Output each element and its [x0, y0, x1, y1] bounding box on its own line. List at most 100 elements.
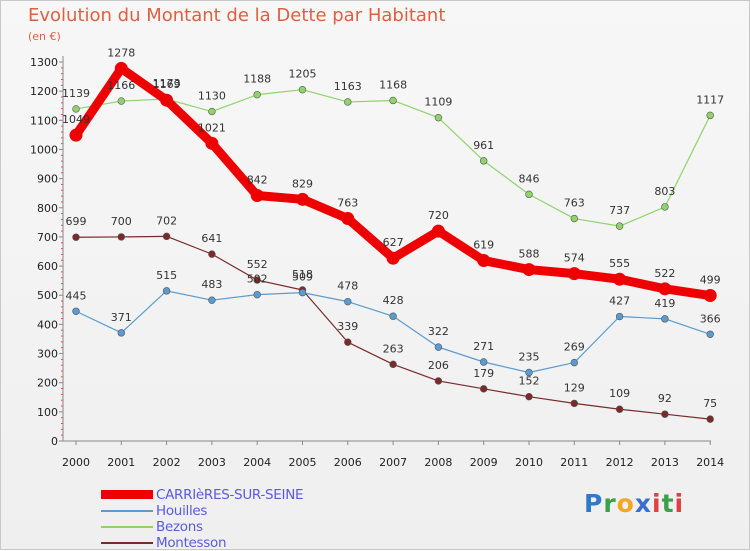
data-label-montesson: 263	[383, 342, 404, 355]
data-point-houilles	[389, 312, 397, 320]
data-label-houilles: 515	[156, 269, 177, 282]
data-label-carri-res-sur-seine: 574	[564, 252, 585, 265]
legend-label: Montesson	[156, 535, 227, 551]
x-tick-label: 2005	[289, 456, 317, 469]
data-label-houilles: 371	[111, 311, 132, 324]
x-tick-label: 2006	[334, 456, 362, 469]
data-label-carri-res-sur-seine: 1278	[107, 46, 135, 59]
x-tick-label: 2002	[153, 456, 181, 469]
data-label-bezons: 1173	[153, 77, 181, 90]
data-point-bezons	[253, 90, 261, 99]
data-label-houilles: 322	[428, 325, 449, 338]
data-label-houilles: 502	[247, 273, 268, 286]
data-label-montesson: 206	[428, 359, 449, 372]
chart-title: Evolution du Montant de la Dette par Hab…	[28, 5, 446, 26]
data-point-carri-res-sur-seine	[613, 272, 627, 286]
x-tick-label: 2003	[198, 456, 226, 469]
data-label-carri-res-sur-seine: 619	[473, 239, 494, 252]
data-label-bezons: 763	[564, 197, 585, 210]
data-point-montesson	[208, 250, 216, 258]
x-tick-label: 2009	[470, 456, 498, 469]
data-point-montesson	[117, 233, 126, 241]
data-label-houilles: 445	[66, 289, 87, 302]
data-label-bezons: 1117	[696, 93, 724, 106]
data-label-bezons: 846	[519, 172, 540, 185]
y-tick-label: 400	[37, 318, 58, 331]
data-label-carri-res-sur-seine: 499	[700, 274, 721, 287]
x-tick-label: 2014	[696, 456, 724, 469]
data-point-carri-res-sur-seine	[296, 192, 309, 206]
data-point-montesson	[480, 385, 488, 393]
x-tick-label: 2013	[651, 456, 679, 469]
data-label-carri-res-sur-seine: 842	[247, 174, 268, 187]
data-point-montesson	[615, 405, 624, 413]
data-point-montesson	[162, 232, 171, 241]
data-label-bezons: 1188	[243, 73, 271, 86]
data-point-carri-res-sur-seine	[703, 289, 717, 303]
y-tick-label: 900	[37, 173, 58, 186]
data-point-montesson	[661, 410, 669, 418]
data-point-carri-res-sur-seine	[69, 128, 83, 142]
data-label-bezons: 1205	[289, 68, 317, 81]
data-label-montesson: 92	[658, 392, 672, 405]
axes: 0 100 200 300 400 500 600 700 800 900 1000 1100 1200…	[30, 56, 724, 469]
logo-letter: r	[603, 489, 617, 518]
data-label-bezons: 961	[473, 139, 494, 152]
data-label-carri-res-sur-seine: 627	[383, 236, 404, 249]
data-point-bezons	[706, 111, 714, 120]
data-label-carri-res-sur-seine: 1049	[62, 113, 90, 126]
y-tick-label: 1000	[30, 143, 58, 156]
data-label-houilles: 269	[564, 341, 585, 354]
data-point-bezons	[389, 96, 397, 105]
data-label-houilles: 366	[700, 312, 721, 325]
logo-letter: x	[634, 489, 652, 518]
data-point-bezons	[208, 107, 216, 116]
data-point-bezons	[72, 105, 80, 113]
logo-letter: P	[584, 489, 604, 518]
data-label-montesson: 700	[111, 215, 132, 228]
data-point-houilles	[344, 297, 352, 306]
y-tick-label: 800	[37, 202, 58, 215]
legend-swatch	[101, 490, 153, 499]
data-label-carri-res-sur-seine: 1021	[198, 121, 226, 134]
series-layer	[69, 61, 717, 423]
logo-letter: t	[661, 489, 675, 518]
data-point-houilles	[570, 358, 578, 367]
data-point-carri-res-sur-seine	[522, 263, 536, 277]
data-label-bezons: 1139	[62, 87, 90, 100]
data-point-houilles	[253, 290, 261, 299]
data-point-houilles	[615, 312, 624, 321]
data-label-houilles: 428	[383, 294, 404, 307]
data-point-carri-res-sur-seine	[477, 254, 491, 268]
data-point-montesson	[72, 233, 80, 241]
data-label-carri-res-sur-seine: 763	[337, 197, 358, 210]
data-point-montesson	[525, 392, 533, 401]
y-tick-label: 300	[37, 348, 58, 361]
data-label-bezons: 1109	[424, 96, 452, 109]
data-point-bezons	[570, 214, 578, 223]
data-point-houilles	[434, 343, 443, 351]
data-labels-layer: 699 700 702 641 552 518 339 263 206 179 152 129 109 9…	[62, 46, 724, 410]
data-point-bezons	[434, 113, 443, 122]
data-point-bezons	[480, 157, 488, 165]
data-point-carri-res-sur-seine	[567, 267, 581, 281]
logo-letter: o	[616, 489, 635, 518]
x-tick-label: 2007	[379, 456, 407, 469]
data-label-carri-res-sur-seine: 829	[292, 177, 313, 190]
data-point-bezons	[661, 203, 669, 211]
data-label-montesson: 702	[156, 214, 177, 227]
data-point-montesson	[389, 360, 397, 369]
data-point-houilles	[298, 288, 307, 297]
data-point-carri-res-sur-seine	[431, 224, 445, 238]
data-label-bezons: 737	[609, 204, 630, 217]
data-label-carri-res-sur-seine: 522	[654, 267, 675, 280]
data-label-carri-res-sur-seine: 720	[428, 209, 449, 222]
data-label-montesson: 152	[519, 375, 540, 388]
data-point-carri-res-sur-seine	[114, 61, 128, 75]
data-label-bezons: 1166	[107, 79, 135, 92]
data-point-bezons	[615, 222, 624, 230]
data-point-montesson	[570, 399, 578, 408]
y-tick-label: 1200	[30, 85, 58, 98]
